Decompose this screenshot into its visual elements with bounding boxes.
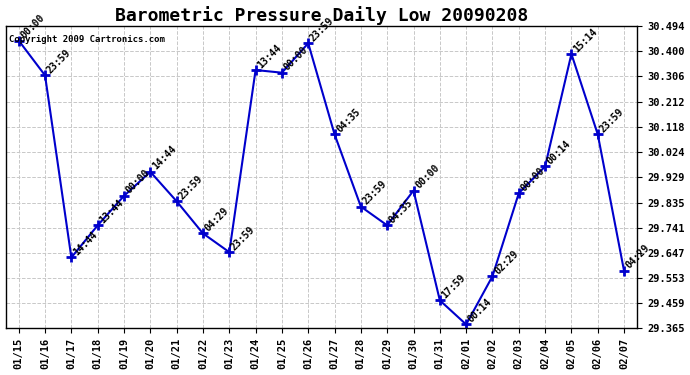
Text: 04:29: 04:29 (624, 243, 652, 271)
Text: 04:29: 04:29 (203, 206, 230, 233)
Text: 13:44: 13:44 (255, 42, 284, 70)
Text: 00:00: 00:00 (519, 165, 546, 193)
Text: 23:59: 23:59 (308, 15, 336, 43)
Text: 23:59: 23:59 (361, 179, 388, 207)
Text: 17:59: 17:59 (440, 273, 468, 300)
Text: 14:44: 14:44 (71, 230, 99, 258)
Text: 23:59: 23:59 (229, 224, 257, 252)
Text: 23:59: 23:59 (598, 106, 626, 134)
Text: 00:14: 00:14 (466, 297, 494, 324)
Text: 04:35: 04:35 (387, 198, 415, 225)
Text: 02:29: 02:29 (493, 248, 520, 276)
Text: 14:44: 14:44 (150, 144, 178, 172)
Text: Copyright 2009 Cartronics.com: Copyright 2009 Cartronics.com (9, 35, 165, 44)
Text: 00:00: 00:00 (413, 163, 442, 190)
Text: 00:14: 00:14 (545, 139, 573, 166)
Text: 04:35: 04:35 (335, 106, 362, 134)
Text: 00:00: 00:00 (124, 168, 152, 196)
Text: 23:59: 23:59 (177, 173, 204, 201)
Text: 23:59: 23:59 (45, 48, 73, 75)
Text: 13:44: 13:44 (98, 198, 126, 225)
Text: 00:00: 00:00 (282, 45, 310, 73)
Text: 15:14: 15:14 (571, 26, 600, 54)
Text: 00:00: 00:00 (19, 13, 46, 40)
Title: Barometric Pressure Daily Low 20090208: Barometric Pressure Daily Low 20090208 (115, 6, 528, 24)
